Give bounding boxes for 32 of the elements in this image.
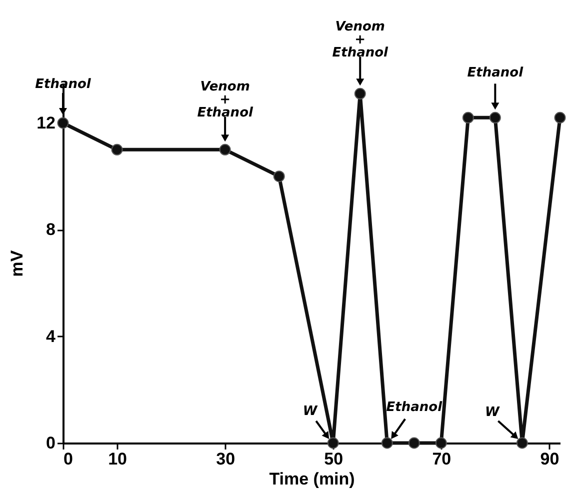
point (381, 437, 393, 449)
point (435, 437, 447, 449)
annotation: Ethanol (467, 66, 524, 81)
point (219, 144, 231, 156)
annotation: Ethanol (35, 77, 92, 92)
x-tick-label: 50 (324, 450, 344, 468)
point (408, 437, 420, 449)
point (354, 88, 366, 100)
point (554, 112, 566, 124)
x-tick-label: 10 (108, 450, 127, 468)
x-tick-label: 0 (64, 450, 73, 468)
point (516, 437, 528, 449)
y-tick-label: 0 (46, 434, 56, 452)
annotation: W (302, 404, 318, 419)
x-axis-title: Time (min) (269, 470, 355, 488)
point (327, 437, 339, 449)
point (57, 117, 69, 129)
point (462, 112, 474, 124)
annotation: Venom + Ethanol (332, 20, 389, 61)
point (111, 144, 123, 156)
y-tick-label: 4 (46, 326, 56, 346)
x-tick-label: 90 (540, 450, 560, 468)
y-axis-title: mV (8, 250, 27, 277)
y-tick-label: 8 (46, 220, 56, 240)
x-tick-label: 30 (216, 450, 236, 468)
x-tick-label: 70 (432, 450, 452, 468)
annotation: Venom + Ethanol (197, 80, 254, 121)
point (489, 112, 501, 124)
y-tick-label: 12 (36, 114, 56, 132)
annotation: Ethanol (386, 400, 443, 415)
point (273, 170, 285, 182)
annotation: W (485, 405, 500, 420)
